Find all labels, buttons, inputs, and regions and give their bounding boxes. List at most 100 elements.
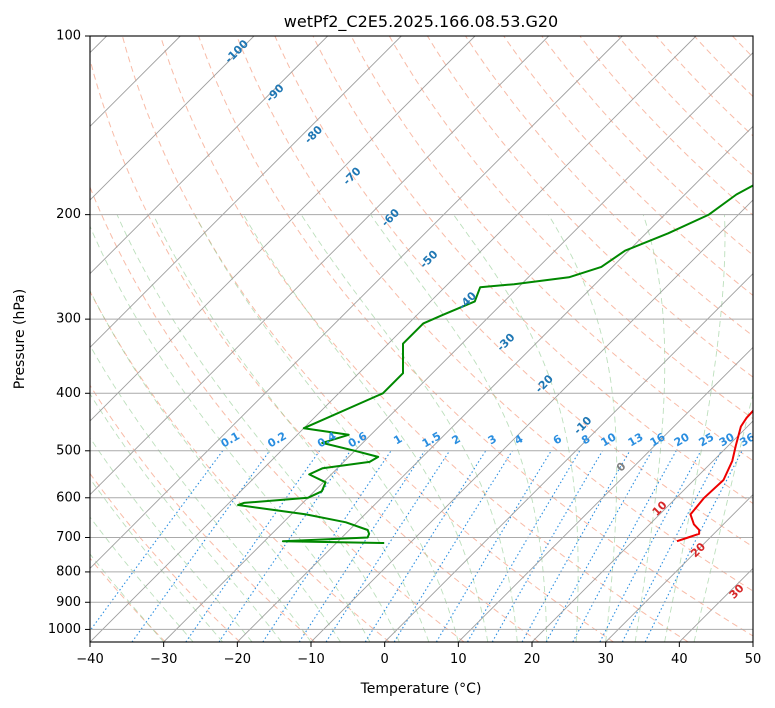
dry-adiabat-line [771,36,775,642]
moist-adiabat-line [693,391,753,642]
moist-adiabat-line [116,214,400,642]
mixing-ratio-label: 25 [697,430,717,449]
dry-adiabat-line [312,36,753,505]
y-tick-label: 100 [56,29,81,44]
mixing-ratio-line [185,450,321,642]
isotherm-line [90,36,549,496]
y-tick-label: 800 [56,564,81,579]
isotherm-label: -70 [340,164,363,187]
mixing-ratio-label: 20 [672,430,692,449]
isotherm-label: -100 [222,37,251,66]
mixing-ratio-label: 1 [391,432,404,447]
profile-lines [237,184,753,544]
isotherm-label: 0 [614,459,629,474]
dry-adiabat-line [426,36,753,378]
x-tick-label: −30 [150,652,177,667]
isotherm-line [752,641,753,642]
isotherm-label: -90 [263,81,286,104]
chart-title: wetPf2_C2E5.2025.166.08.53.G20 [284,12,558,32]
dry-adiabat-line [617,36,753,177]
dry-adiabat-line [90,185,465,642]
plot-frame [89,35,754,643]
dry-adiabat-line [541,36,753,256]
moist-adiabat-line [547,214,618,642]
dry-adiabat-line [693,36,753,98]
dry-adiabat-line [160,36,689,642]
mixing-ratio-line [621,450,722,642]
isotherm-label: 40 [765,623,775,643]
y-tick-label: 300 [56,312,81,327]
mixing-ratio-line [218,450,351,642]
dry-adiabat-line [121,36,614,642]
x-tick-label: 10 [450,652,467,667]
y-axis-ticks: 100 200 300 400 500 600 700 800 900 1000 [48,29,90,637]
x-tick-label: −20 [224,652,251,667]
mixing-ratio-line [491,450,603,642]
mixing-ratio-line [435,450,552,642]
x-tick-label: 40 [671,652,688,667]
mixing-ratio-label: 1.5 [420,429,443,450]
dry-adiabat-line [388,36,753,420]
dry-adiabat-line [90,472,241,642]
dry-adiabat-line [90,290,390,642]
mixing-ratio-label: 0.6 [346,429,370,450]
moist-adiabat-line [152,214,430,642]
isotherm-label: -20 [533,372,556,395]
dry-adiabat-line [579,36,753,216]
moist-adiabat-line [194,214,459,642]
moist-adiabat-line [90,516,194,642]
isotherm-line [90,36,697,642]
mixing-ratio-label: 3 [486,432,499,447]
mixing-ratio-label: 36 [738,430,758,449]
dry-adiabat-line [274,36,753,548]
x-tick-label: 20 [524,652,541,667]
moist-adiabat-line [90,225,371,642]
isotherm-label: -50 [417,247,440,270]
moist-adiabat-line [90,289,341,642]
mixing-ratio-label: 16 [648,430,668,449]
x-axis-title: Temperature (°C) [360,681,482,697]
dry-adiabat-line [503,36,753,297]
x-tick-label: 0 [381,652,389,667]
mixing-ratio-line [521,450,631,642]
x-tick-label: 30 [597,652,614,667]
mixing-ratio-label: 2 [450,432,463,447]
dry-adiabat-line [350,36,753,462]
isotherm-line [531,420,753,642]
mixing-ratio-line [90,450,224,632]
mixing-ratio-line [572,450,677,642]
y-tick-label: 400 [56,386,81,401]
moist-adiabat-line [90,344,312,642]
dry-adiabat-line [236,36,753,592]
mixing-ratio-label: 30 [717,430,737,449]
dry-adiabat-line [732,36,753,58]
isotherm-line [90,36,402,348]
moist-adiabat-line [90,437,253,642]
x-tick-label: −40 [76,652,103,667]
y-tick-label: 700 [56,530,81,545]
isotherm-line [163,52,753,642]
y-tick-label: 600 [56,490,81,505]
mixing-ratio-label: 10 [599,430,619,449]
dry-adiabat-line [198,36,753,637]
y-tick-label: 1000 [48,622,81,637]
dry-adiabat-line [90,57,540,642]
isotherm-label: -60 [379,206,402,229]
isotherm-label: -30 [494,331,517,354]
isotherm-line [384,273,753,642]
mixing-ratio-line [364,450,487,642]
background-lines [90,36,775,642]
y-axis-title: Pressure (hPa) [12,289,28,389]
mixing-ratio-line [393,450,513,642]
mixing-ratio-label: 6 [551,432,564,447]
y-tick-label: 200 [56,207,81,222]
isotherm-line [458,346,753,642]
pressure-gridlines [90,35,753,630]
isotherm-label: 10 [650,498,670,518]
y-tick-label: 900 [56,595,81,610]
moist-adiabat-line [90,477,223,642]
moist-adiabat-line [370,214,548,642]
mixing-ratio-line [599,450,702,642]
isotherm-line [90,36,255,201]
mixing-ratio-line [325,450,451,642]
